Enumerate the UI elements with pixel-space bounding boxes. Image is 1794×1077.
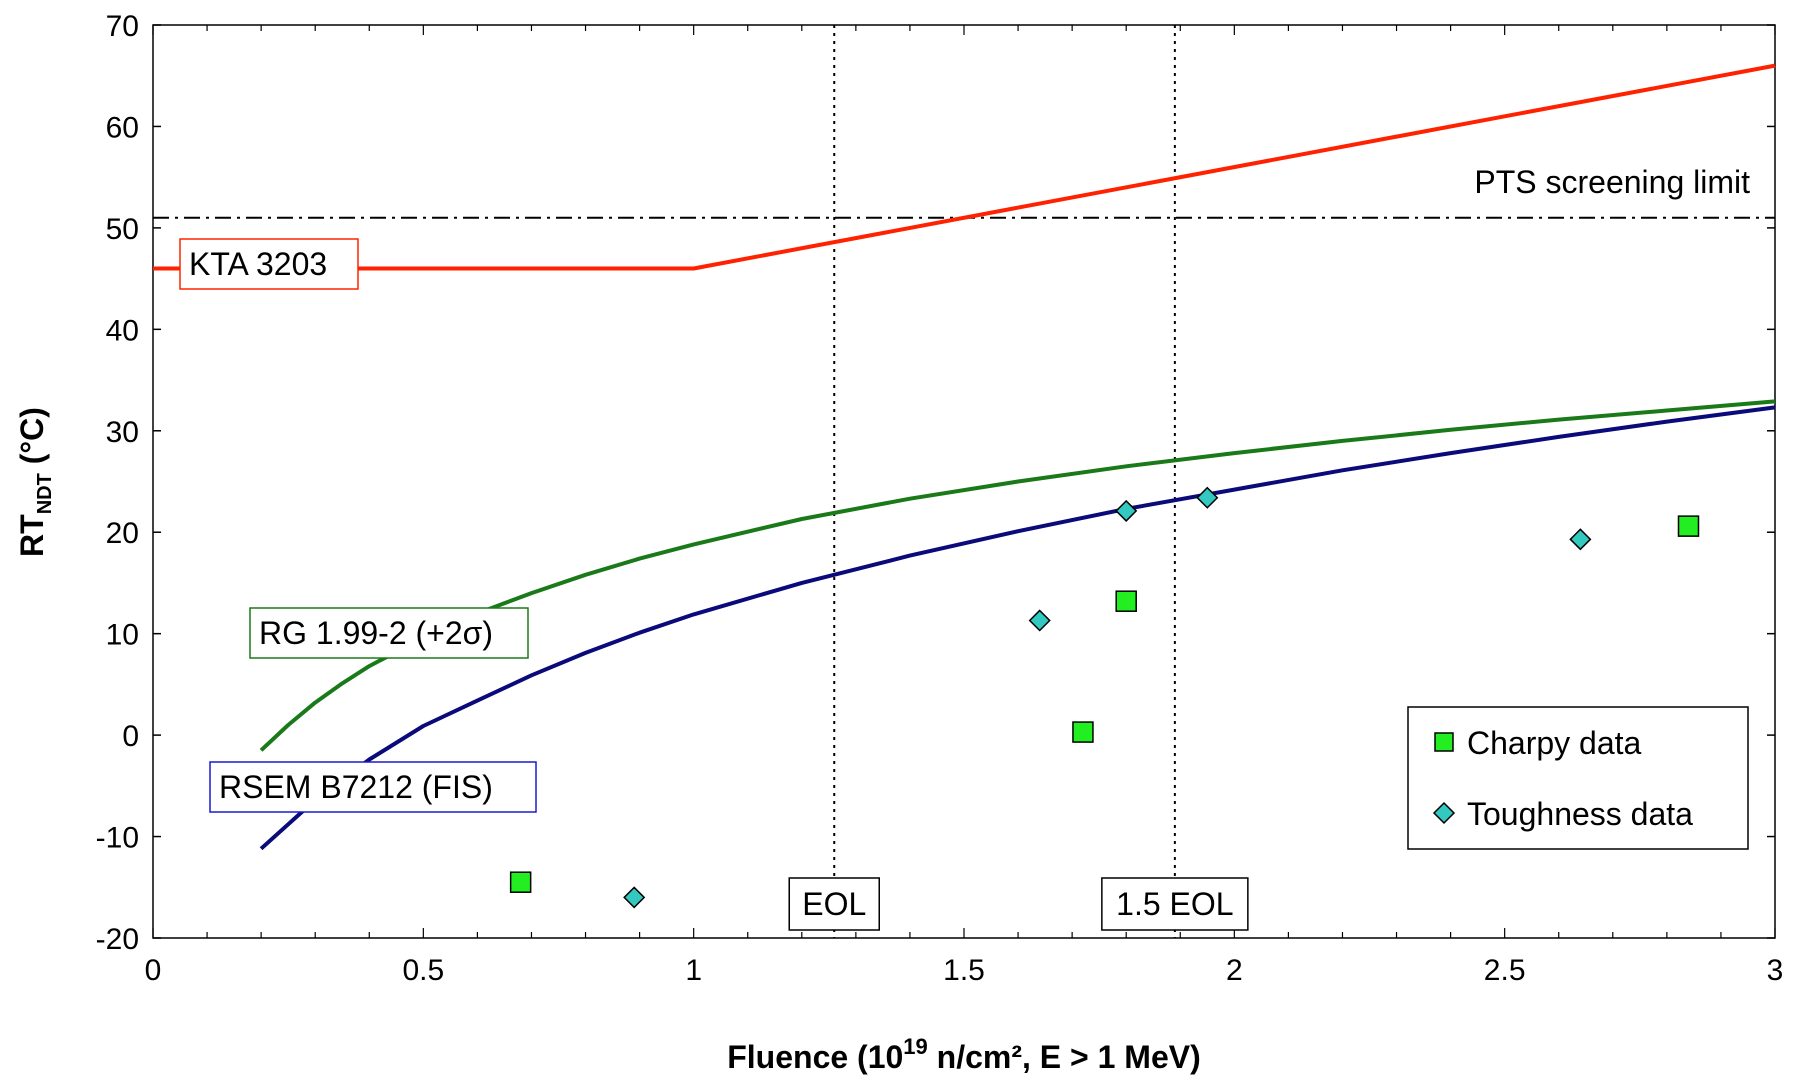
1-5-eol-label-box (1101, 877, 1249, 931)
y-tick-label: 70 (106, 10, 139, 43)
eol-label: EOL (802, 886, 866, 922)
charpy-point (1115, 590, 1137, 612)
y-tick-label: 20 (106, 517, 139, 550)
toughness-point (1196, 486, 1219, 509)
legend-charpy-marker (1434, 732, 1454, 752)
rsem-b7212-curve (259, 405, 1776, 851)
legend-toughness-marker (1432, 801, 1456, 825)
legend-charpy-label: Charpy data (1467, 725, 1642, 761)
eol-label-box (788, 877, 880, 931)
y-tick-label: 30 (106, 416, 139, 449)
y-tick-label: -20 (96, 923, 139, 956)
rg-1-99-2-curve (259, 399, 1776, 752)
x-tick-label: 0 (145, 954, 162, 987)
kta-3203-label: KTA 3203 (189, 246, 327, 282)
y-axis-title: RTNDT (°C) (14, 407, 56, 557)
rg-1-99-2-label-box (249, 607, 529, 659)
y-tick-label: 40 (106, 314, 139, 347)
rg-1-99-2-label: RG 1.99-2 (+2σ) (259, 615, 493, 651)
y-tick-label: 0 (122, 720, 139, 753)
y-tick-label: -10 (96, 822, 139, 855)
kta-3203-label-box (179, 238, 359, 290)
y-tick-label: 60 (106, 111, 139, 144)
y-tick-label: 50 (106, 213, 139, 246)
toughness-point (1569, 528, 1592, 551)
toughness-point (623, 886, 646, 909)
x-tick-label: 3 (1767, 954, 1784, 987)
legend-toughness-label: Toughness data (1467, 796, 1693, 832)
1-5-eol-label: 1.5 EOL (1116, 886, 1233, 922)
x-tick-label: 1.5 (943, 954, 985, 987)
y-tick-label: 10 (106, 619, 139, 652)
pts-screening-limit-label: PTS screening limit (1474, 164, 1750, 200)
data-points (509, 486, 1700, 909)
axis-ticks: -20 -10 0 10 20 30 40 50 60 70 0 0.5 1 1.5 2 2.5 3 (96, 10, 1784, 987)
x-axis-title: Fluence (1019 n/cm², E > 1 MeV) (727, 1034, 1201, 1075)
charpy-point (1677, 515, 1700, 537)
legend: Charpy data Toughness data (1407, 706, 1749, 850)
x-tick-label: 2.5 (1484, 954, 1526, 987)
x-tick-label: 1 (685, 954, 702, 987)
charpy-point (509, 871, 532, 893)
toughness-point (1028, 609, 1051, 632)
legend-box (1407, 706, 1749, 850)
x-tick-label: 2 (1226, 954, 1243, 987)
x-tick-label: 0.5 (402, 954, 444, 987)
rsem-b7212-label: RSEM B7212 (FIS) (219, 769, 493, 805)
rsem-b7212-label-box (209, 761, 537, 813)
annotations: KTA 3203 RG 1.99-2 (+2σ) RSEM B7212 (FIS) E… (179, 164, 1750, 931)
charpy-point (1072, 721, 1094, 743)
toughness-point (1115, 499, 1138, 522)
